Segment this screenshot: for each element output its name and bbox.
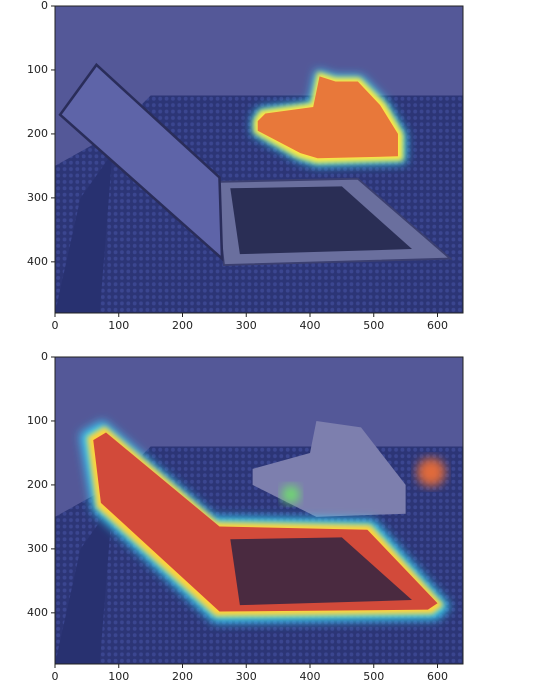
y-tick-label: 100 (27, 63, 48, 76)
axes-frame (54, 5, 464, 314)
x-tick-label: 0 (52, 319, 59, 332)
x-tick-label: 600 (427, 670, 448, 683)
y-tick-label: 400 (27, 606, 48, 619)
y-tick-label: 300 (27, 542, 48, 555)
x-tick-label: 300 (236, 319, 257, 332)
y-tick-label: 200 (27, 127, 48, 140)
x-tick-label: 200 (172, 319, 193, 332)
y-tick-label: 200 (27, 478, 48, 491)
x-tick-label: 200 (172, 670, 193, 683)
y-tick-label: 300 (27, 191, 48, 204)
axes-frame (54, 356, 464, 665)
x-tick-label: 600 (427, 319, 448, 332)
x-tick-label: 500 (363, 670, 384, 683)
y-tick-label: 0 (41, 350, 48, 363)
x-tick-label: 500 (363, 319, 384, 332)
y-tick-label: 400 (27, 255, 48, 268)
x-tick-label: 400 (300, 319, 321, 332)
y-tick-label: 100 (27, 414, 48, 427)
image-2 (55, 357, 464, 665)
x-tick-label: 100 (108, 319, 129, 332)
x-tick-label: 400 (300, 670, 321, 683)
x-tick-label: 300 (236, 670, 257, 683)
image-1 (55, 6, 464, 314)
y-tick-label: 0 (41, 0, 48, 12)
x-tick-label: 0 (52, 670, 59, 683)
x-tick-label: 100 (108, 670, 129, 683)
